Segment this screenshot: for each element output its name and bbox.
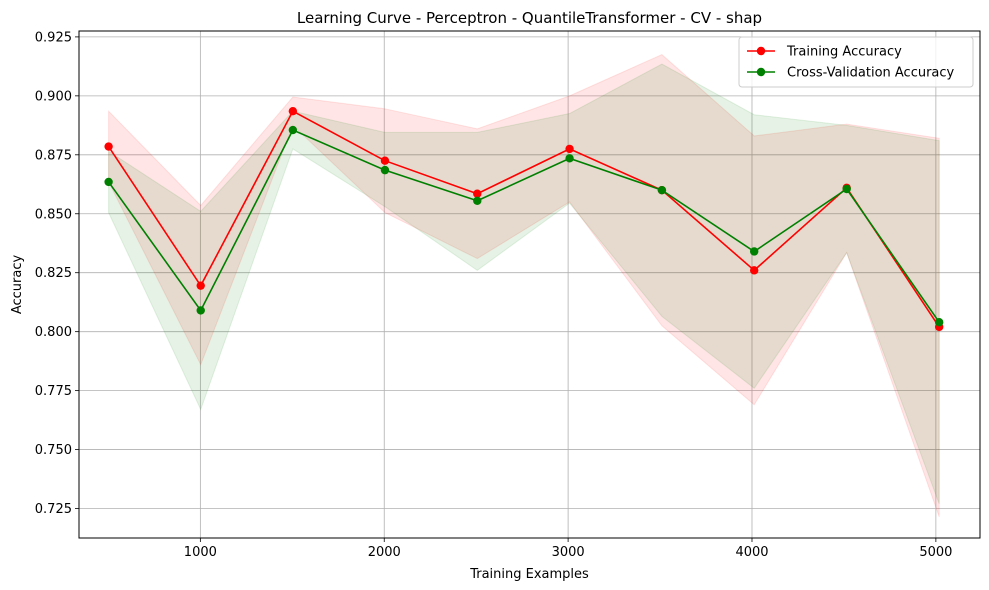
legend-marker-0 <box>756 46 766 56</box>
legend-box <box>738 36 974 88</box>
y-tick-label: 0.875 <box>35 148 72 163</box>
x-tick-label: 2000 <box>368 545 401 560</box>
point-series-0 <box>565 144 574 154</box>
chart-title: Learning Curve - Perceptron - QuantileTr… <box>297 9 762 27</box>
point-series-1 <box>104 177 113 187</box>
y-tick-label: 0.850 <box>35 207 72 222</box>
point-series-0 <box>380 156 390 165</box>
point-series-0 <box>288 106 298 116</box>
point-series-0 <box>196 281 205 290</box>
x-tick-label: 1000 <box>184 545 217 560</box>
point-series-1 <box>288 125 298 135</box>
legend-marker-1 <box>756 67 766 77</box>
point-series-0 <box>473 189 482 198</box>
band-series-0 <box>108 53 940 517</box>
y-tick-label: 0.825 <box>35 266 72 281</box>
legend: Training Accuracy Cross-Validation Accura… <box>738 36 974 88</box>
point-series-1 <box>749 247 759 256</box>
y-tick-label: 0.750 <box>35 443 72 458</box>
grid <box>79 31 980 538</box>
y-tick-label: 0.900 <box>35 89 72 104</box>
x-axis-label: Training Examples <box>469 567 589 582</box>
y-tick-label: 0.775 <box>35 384 72 399</box>
y-tick-label: 0.800 <box>35 325 72 340</box>
x-tick-label: 4000 <box>735 545 768 560</box>
legend-label-0: Training Accuracy <box>786 45 902 60</box>
point-series-1 <box>657 185 667 195</box>
point-series-1 <box>196 306 205 315</box>
point-series-1 <box>380 165 390 175</box>
y-tick-label: 0.725 <box>35 502 72 517</box>
axis-ticks: 1000 2000 3000 4000 5000 0.725 0.750 0.775 0.800… <box>35 30 953 560</box>
y-tick-label: 0.925 <box>35 30 72 45</box>
point-series-1 <box>934 318 944 327</box>
y-axis-label: Accuracy <box>10 255 25 315</box>
point-series-0 <box>749 266 759 275</box>
point-series-0 <box>104 142 113 151</box>
x-tick-label: 5000 <box>919 545 952 560</box>
band-series-1 <box>108 63 940 504</box>
legend-label-1: Cross-Validation Accuracy <box>787 66 955 81</box>
line-series-1 <box>107 129 940 323</box>
plot-frame <box>78 30 981 539</box>
point-series-1 <box>565 154 574 163</box>
point-series-1 <box>842 184 851 194</box>
line-series-0 <box>107 110 940 328</box>
point-series-1 <box>473 196 482 205</box>
series-lines <box>104 106 944 332</box>
x-tick-label: 3000 <box>552 545 585 560</box>
confidence-bands <box>108 53 940 517</box>
